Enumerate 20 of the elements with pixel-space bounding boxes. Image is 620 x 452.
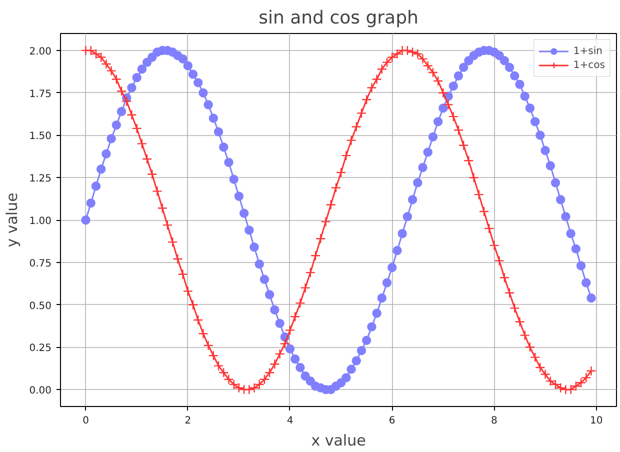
y-tick-label: 0.00: [29, 386, 52, 397]
x-tick-label: 8: [491, 416, 498, 426]
y-tick-label: 1.75: [29, 88, 52, 100]
y-tick-label: 0.25: [29, 343, 52, 354]
x-tick-label: 0: [82, 416, 89, 426]
x-axis-title: x value: [311, 432, 366, 450]
x-tick-label: 4: [286, 416, 294, 426]
legend-label: 1+cos: [573, 58, 605, 72]
y-axis-title: y value: [3, 192, 22, 248]
y-tick-label: 0.75: [29, 258, 52, 270]
x-tick-label: 10: [590, 416, 603, 426]
y-tick-label: 1.50: [29, 131, 52, 142]
y-tick-label: 0.50: [29, 300, 52, 312]
y-tick-label: 1.00: [29, 216, 52, 227]
y-tick-label: 2.00: [29, 46, 52, 58]
y-tick-label: 1.25: [29, 174, 52, 185]
legend-label: 1+sin: [573, 44, 602, 58]
chart-title: sin and cos graph: [258, 8, 418, 28]
x-tick-label: 6: [388, 416, 396, 426]
x-tick-label: 2: [184, 416, 192, 426]
